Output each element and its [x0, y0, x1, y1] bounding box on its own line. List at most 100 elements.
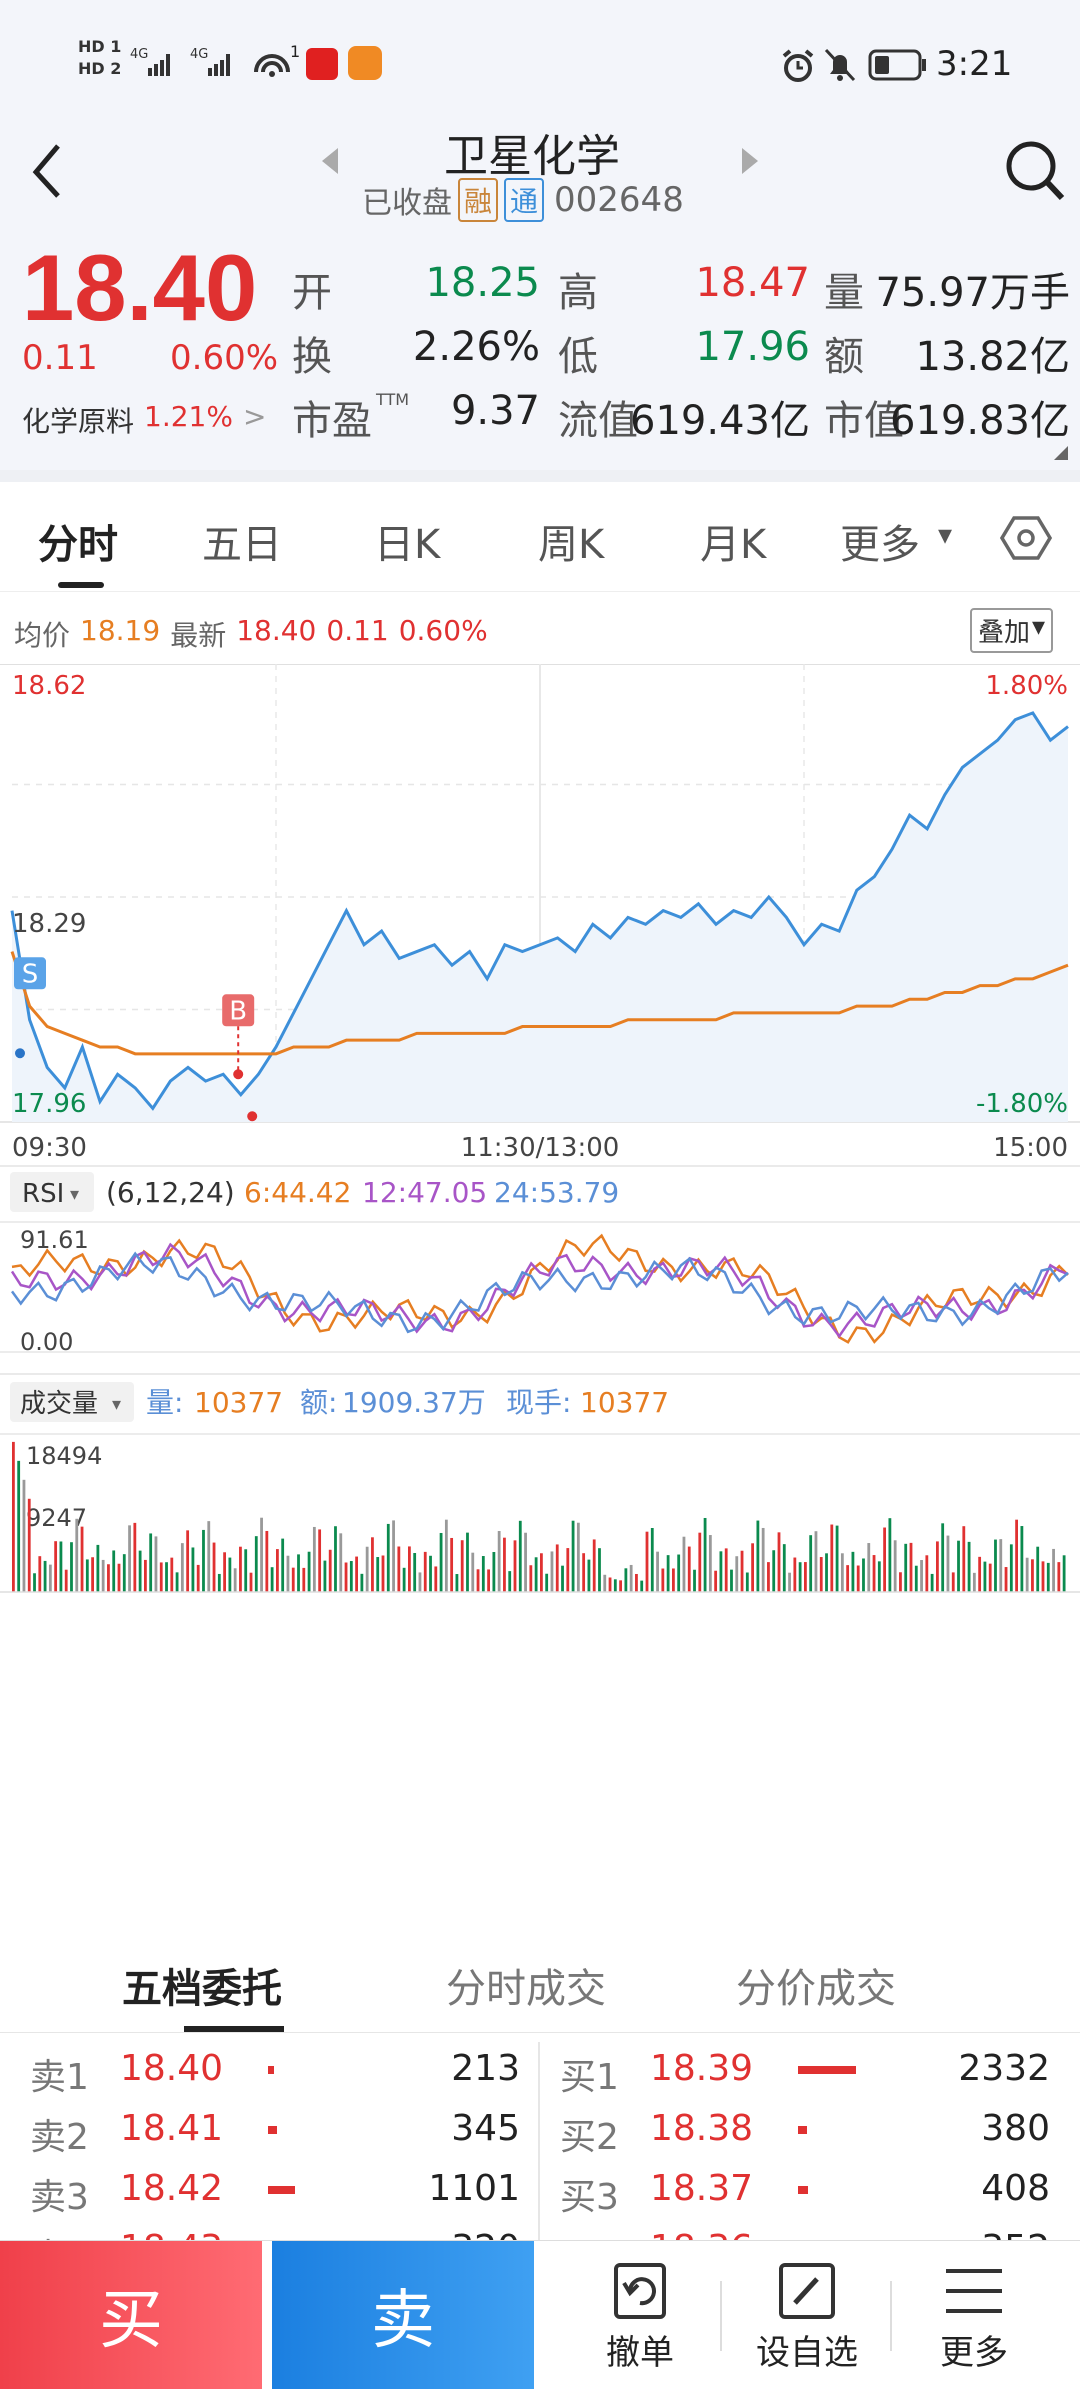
orderbook-tab-2[interactable]: 分价成交: [736, 1966, 896, 2012]
sector-link[interactable]: 化学原料 1.21% >: [22, 400, 266, 440]
next-triangle-icon: [742, 148, 758, 174]
volume-bar: [328, 1549, 332, 1592]
time-start-label: 09:30: [12, 1133, 87, 1163]
volume-bar: [708, 1535, 712, 1592]
mute-icon: [822, 46, 858, 88]
volume-bar: [962, 1526, 966, 1592]
buy-depth-bar: [798, 2066, 856, 2074]
volume-bar: [666, 1555, 670, 1592]
tab-5[interactable]: 更多: [840, 522, 920, 568]
volume-bar: [920, 1560, 923, 1592]
volume-bar: [265, 1530, 269, 1592]
more-button[interactable]: 更多: [924, 2261, 1024, 2381]
sell-level-label: 卖1: [30, 2057, 89, 2098]
volume-bar: [608, 1577, 612, 1592]
rsi-params: (6,12,24): [106, 1176, 235, 1209]
volume-bar: [349, 1561, 353, 1592]
buy-level-label: 买3: [560, 2177, 619, 2218]
volume-bar: [994, 1539, 997, 1592]
back-button[interactable]: [20, 134, 80, 204]
bottom-divider-1: [720, 2281, 722, 2351]
order-book: 五档委托 分时成交 分价成交 卖1 18.40 213 卖2 18.41 345 卖3 18.42…: [0, 1930, 1080, 2278]
volume-bar: [249, 1572, 253, 1592]
chart-area[interactable]: 均价 18.19 最新 18.40 0.11 0.60% 叠加 ▾ 18.62 1.…: [0, 592, 1080, 1930]
search-button[interactable]: [1002, 134, 1068, 204]
last-value: 18.40: [236, 614, 317, 647]
quote-value: 619.83亿: [890, 398, 1070, 444]
volume-bar: [492, 1552, 496, 1592]
sell-button[interactable]: 卖: [272, 2241, 534, 2389]
volume-bar: [59, 1541, 63, 1592]
more-label: 更多: [940, 2333, 1008, 2373]
volume-amt: 1909.37万: [342, 1386, 486, 1419]
sell-level-label: 卖3: [30, 2177, 89, 2218]
volume-bar: [883, 1527, 886, 1592]
volume-label: 成交量: [20, 1389, 98, 1419]
last-label: 最新: [170, 619, 227, 652]
volume-bar: [12, 1441, 15, 1592]
rsi-selector-button[interactable]: [10, 1172, 94, 1212]
buy-point-2: [247, 1111, 258, 1122]
quote-value: 2.26%: [412, 324, 540, 370]
volume-bar: [645, 1531, 649, 1592]
sim2-label: HD 2: [78, 59, 122, 78]
rsi24-value: 24:53.79: [494, 1176, 619, 1209]
volume-bar: [334, 1526, 337, 1592]
wifi-icon: 1: [252, 42, 300, 86]
last-chg: 0.11: [326, 614, 389, 647]
sector-pct: 1.21%: [144, 400, 233, 433]
next-stock-button[interactable]: [738, 144, 762, 182]
sell-depth-bar: [268, 2126, 277, 2134]
tab-0[interactable]: 分时: [38, 522, 118, 568]
volume-selector-button[interactable]: [10, 1382, 134, 1422]
volume-bar: [1031, 1559, 1034, 1592]
orderbook-tab-1[interactable]: 分时成交: [446, 1966, 606, 2012]
volume-bar: [408, 1546, 411, 1592]
time-mid-label: 11:30/13:00: [461, 1133, 620, 1163]
volume-bar: [1025, 1557, 1029, 1592]
volume-bar: [371, 1537, 374, 1592]
volume-bar: [27, 1498, 31, 1592]
volume-bar: [48, 1564, 52, 1592]
avg-label: 均价: [14, 619, 71, 652]
volume-bar: [217, 1573, 221, 1592]
volume-bar: [392, 1520, 395, 1592]
tab-1[interactable]: 五日: [202, 522, 282, 568]
volume-bar: [270, 1567, 274, 1592]
prev-stock-button[interactable]: [318, 144, 342, 182]
volume-bar: [904, 1543, 908, 1592]
orderbook-tab-0[interactable]: 五档委托: [122, 1966, 282, 2012]
chart-period-tabs: 分时 五日 日K 周K 月K 更多 ▾: [0, 482, 1080, 592]
volume-bar: [444, 1519, 448, 1592]
sell-marker-icon[interactable]: [14, 957, 46, 990]
volume-bar: [724, 1548, 728, 1592]
add-watchlist-button[interactable]: 设自选: [752, 2261, 862, 2381]
volume-bar: [677, 1554, 681, 1592]
overlay-button[interactable]: 叠加 ▾: [970, 608, 1054, 653]
volume-bar: [503, 1537, 506, 1592]
volume-bar: [455, 1574, 459, 1592]
volume-bar: [43, 1560, 47, 1592]
volume-bar: [582, 1553, 586, 1592]
cancel-order-button[interactable]: 撤单: [590, 2261, 690, 2381]
volume-bar: [930, 1573, 934, 1592]
volume-bar: [202, 1529, 205, 1592]
volume-vol: 10377: [194, 1386, 283, 1419]
volume-bar: [175, 1572, 179, 1592]
expand-corner-icon[interactable]: [1052, 444, 1070, 466]
tab-3[interactable]: 周K: [538, 522, 605, 568]
quote-label: 市盈: [292, 398, 372, 444]
volume-bar: [186, 1530, 190, 1592]
volume-bar: [809, 1535, 813, 1592]
buy-button[interactable]: 买: [0, 2241, 262, 2389]
buy-marker-icon[interactable]: [222, 994, 255, 1027]
tab-2[interactable]: 日K: [374, 522, 441, 568]
sell-price: 18.42: [120, 2168, 224, 2209]
tab-4[interactable]: 月K: [700, 522, 767, 568]
buy-depth-bar: [798, 2126, 807, 2134]
volume-bar: [122, 1554, 126, 1592]
volume-bar: [788, 1572, 791, 1592]
volume-bar: [418, 1572, 422, 1592]
more-dropdown-icon: ▾: [938, 518, 953, 551]
settings-hex-button[interactable]: [999, 514, 1053, 566]
